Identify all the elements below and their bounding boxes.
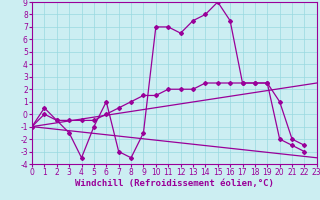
X-axis label: Windchill (Refroidissement éolien,°C): Windchill (Refroidissement éolien,°C)	[75, 179, 274, 188]
